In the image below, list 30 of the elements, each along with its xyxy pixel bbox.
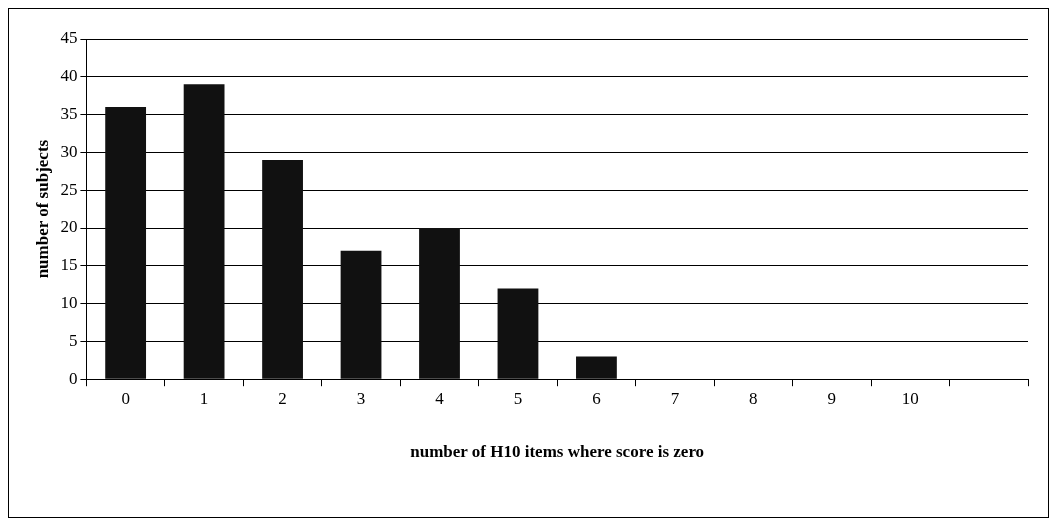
x-tick-label: 1 [199,388,209,408]
bar [105,107,147,379]
x-tick-label: 0 [121,388,130,408]
y-tick-label: 20 [60,217,78,237]
y-tick-label: 5 [68,330,78,350]
y-axis-title: number of subjects [32,139,52,279]
bar [497,288,539,379]
x-tick-label: 8 [749,388,758,408]
y-tick-label: 40 [60,66,78,86]
y-tick-label: 15 [60,255,78,275]
bar [262,159,303,379]
x-tick-label: 5 [513,388,523,408]
x-tick-label: 2 [278,388,287,408]
y-tick-label: 25 [60,179,78,199]
y-tick-label: 10 [60,293,78,313]
x-tick-label: 9 [827,388,837,408]
bar [419,228,460,379]
y-tick-label: 35 [60,104,78,124]
y-tick-label: 45 [60,28,78,48]
y-tick-label: 0 [68,368,78,388]
bar [183,84,225,379]
x-axis-title: number of H10 items where score is zero [410,442,705,462]
x-tick-label: 3 [356,388,366,408]
x-tick-label: 10 [901,388,919,408]
bar [340,250,382,379]
y-tick-label: 30 [60,141,78,161]
bar [576,356,617,379]
x-tick-label: 4 [435,388,445,408]
x-tick-label: 6 [592,388,601,408]
x-tick-label: 7 [670,388,680,408]
